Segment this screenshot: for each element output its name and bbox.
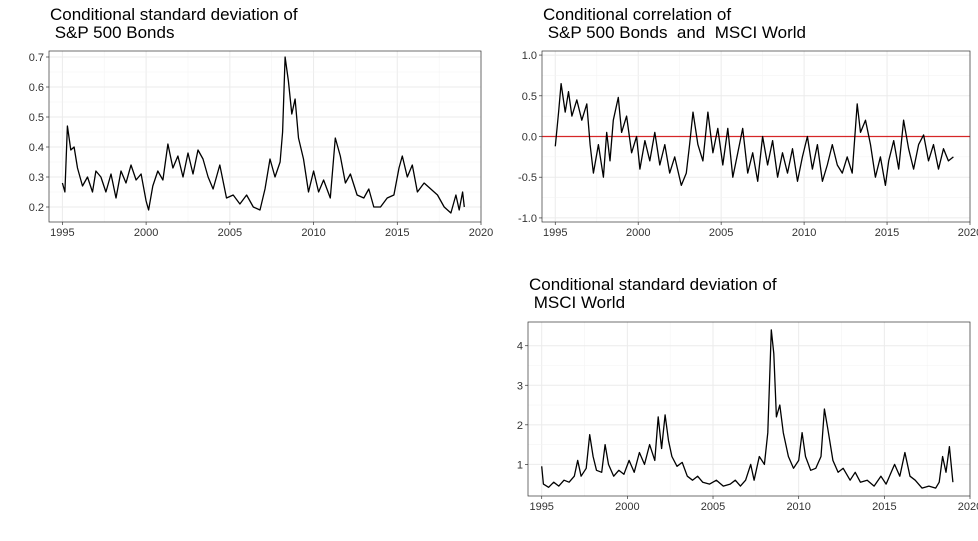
chart-panel-correlation: Conditional correlation of S&P 500 Bonds… [489, 0, 978, 250]
chart-panel-msci-sd: Conditional standard deviation of MSCI W… [489, 270, 978, 541]
x-tick-label: 2005 [709, 227, 733, 239]
y-tick-label: 0.6 [29, 82, 44, 94]
x-tick-label: 2005 [701, 501, 725, 513]
x-tick-label: 2010 [301, 227, 325, 239]
plot-border [48, 50, 482, 223]
y-tick-label: -0.5 [518, 172, 537, 184]
y-tick-label: -1.0 [518, 213, 537, 225]
y-tick-label: 1.0 [522, 50, 537, 62]
y-tick-label: 1 [517, 459, 523, 471]
y-tick-label: 0.0 [522, 132, 537, 144]
x-tick-label: 2010 [792, 227, 816, 239]
x-tick-label: 2020 [958, 501, 978, 513]
y-tick-label: 2 [517, 420, 523, 432]
y-tick-label: 4 [517, 341, 523, 353]
chart-panel-bonds-sd: Conditional standard deviation of S&P 50… [0, 0, 494, 250]
x-tick-label: 2010 [786, 501, 810, 513]
x-tick-label: 2020 [958, 227, 978, 239]
x-tick-label: 2015 [385, 227, 409, 239]
x-tick-label: 2015 [875, 227, 899, 239]
chart-svg: 1995 2000 2005 2010 2015 2020 0.2 0.3 0.4 0.5 0.6 0… [29, 50, 493, 239]
chart-svg: 1995 2000 2005 2010 2015 2020 1 2 3 4 [517, 321, 978, 513]
x-tick-label: 2020 [469, 227, 493, 239]
x-tick-label: 1995 [529, 501, 553, 513]
y-tick-label: 0.7 [29, 52, 44, 64]
y-tick-label: 0.5 [522, 91, 537, 103]
x-tick-label: 2000 [134, 227, 158, 239]
x-tick-label: 2000 [615, 501, 639, 513]
y-tick-label: 0.3 [29, 172, 44, 184]
x-tick-label: 2015 [872, 501, 896, 513]
y-tick-label: 0.2 [29, 202, 44, 214]
chart-title: Conditional standard deviation of S&P 50… [50, 5, 298, 42]
series-line [554, 82, 954, 187]
plot-border [527, 321, 971, 497]
grid [528, 322, 971, 496]
grid [49, 51, 482, 222]
y-tick-label: 0.5 [29, 112, 44, 124]
x-tick-label: 1995 [50, 227, 74, 239]
chart-title: Conditional standard deviation of MSCI W… [529, 275, 777, 312]
series-line [61, 56, 465, 214]
y-tick-label: 0.4 [29, 142, 44, 154]
y-tick-label: 3 [517, 380, 523, 392]
x-tick-label: 2000 [626, 227, 650, 239]
x-tick-label: 2005 [218, 227, 242, 239]
chart-svg: 1995 2000 2005 2010 2015 2020 -1.0 -0.5 0.0 0.5 1.… [518, 50, 978, 239]
chart-title: Conditional correlation of S&P 500 Bonds… [543, 5, 807, 42]
series-line [541, 329, 954, 489]
x-tick-label: 1995 [543, 227, 567, 239]
